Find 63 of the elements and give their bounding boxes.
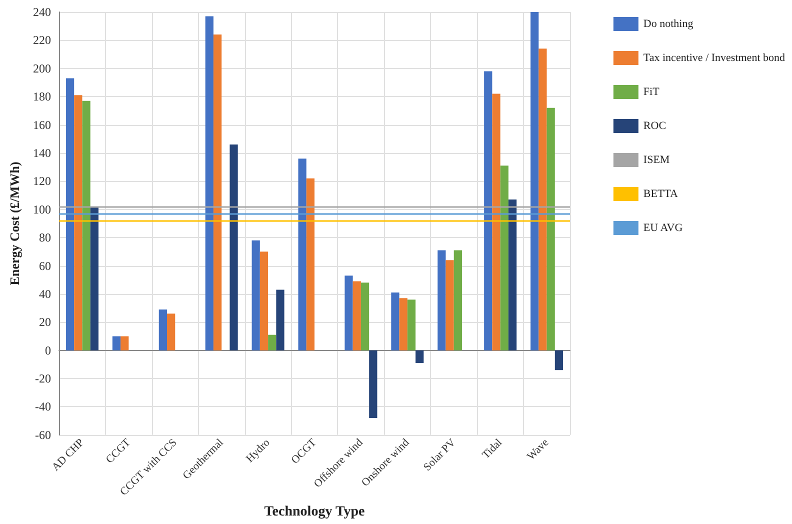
y-tick-label: 180 <box>33 90 51 104</box>
x-axis-title: Technology Type <box>264 504 365 520</box>
y-tick-label: 60 <box>39 258 51 273</box>
y-tick-label: 160 <box>33 118 51 132</box>
y-tick-label: -20 <box>35 372 51 386</box>
bar <box>484 71 492 350</box>
bar <box>298 158 306 350</box>
bar <box>158 309 168 350</box>
legend-label: BETTA <box>643 188 678 200</box>
bar <box>538 48 547 350</box>
bar <box>205 16 214 350</box>
bar <box>391 292 400 350</box>
bar <box>252 240 260 350</box>
y-tick-label: 40 <box>39 286 51 301</box>
bar <box>554 350 564 370</box>
legend-label: EU AVG <box>643 222 683 234</box>
bar <box>446 260 454 350</box>
y-tick-label: 140 <box>33 146 51 160</box>
bar <box>530 12 539 350</box>
bar <box>74 95 82 350</box>
y-tick-label: 0 <box>45 343 51 358</box>
bar <box>438 250 446 350</box>
bar <box>260 252 268 350</box>
legend-label: Do nothing <box>643 18 694 30</box>
y-tick-label: -60 <box>35 428 51 442</box>
legend-label: ROC <box>643 120 666 132</box>
bar <box>407 300 416 350</box>
bar <box>90 206 98 350</box>
bar <box>546 108 555 350</box>
bar <box>508 199 517 350</box>
y-axis-title: Energy Cost (£/MWh) <box>7 162 22 286</box>
legend-label: ISEM <box>643 154 670 166</box>
bar <box>306 178 314 350</box>
bar <box>399 298 408 350</box>
bar <box>66 78 74 350</box>
y-tick-label: -40 <box>35 400 51 414</box>
legend-label: Tax incentive / Investment bond <box>643 52 786 64</box>
legend-label: FiT <box>643 86 660 98</box>
x-tick-label: AD CHP <box>50 436 86 474</box>
bar <box>268 334 276 350</box>
bar <box>276 290 284 350</box>
bar <box>369 350 378 418</box>
bar <box>112 336 121 350</box>
y-tick-label: 200 <box>33 61 51 76</box>
y-tick-label: 120 <box>33 174 51 188</box>
bar <box>120 336 129 350</box>
bar <box>352 281 361 350</box>
y-tick-label: 220 <box>33 33 51 48</box>
x-tick-label: Wave <box>525 436 552 463</box>
bar <box>454 250 462 350</box>
bar <box>167 314 176 350</box>
bar <box>213 34 222 350</box>
bar <box>230 144 238 350</box>
bar <box>360 282 370 350</box>
bar <box>82 100 90 350</box>
bar <box>416 350 424 364</box>
y-tick-label: 80 <box>39 230 51 245</box>
y-tick-label: 240 <box>33 5 51 19</box>
bar <box>492 94 500 350</box>
y-tick-label: 100 <box>33 202 51 216</box>
bar <box>344 276 353 350</box>
y-tick-label: 20 <box>39 315 51 330</box>
bar <box>500 166 508 350</box>
